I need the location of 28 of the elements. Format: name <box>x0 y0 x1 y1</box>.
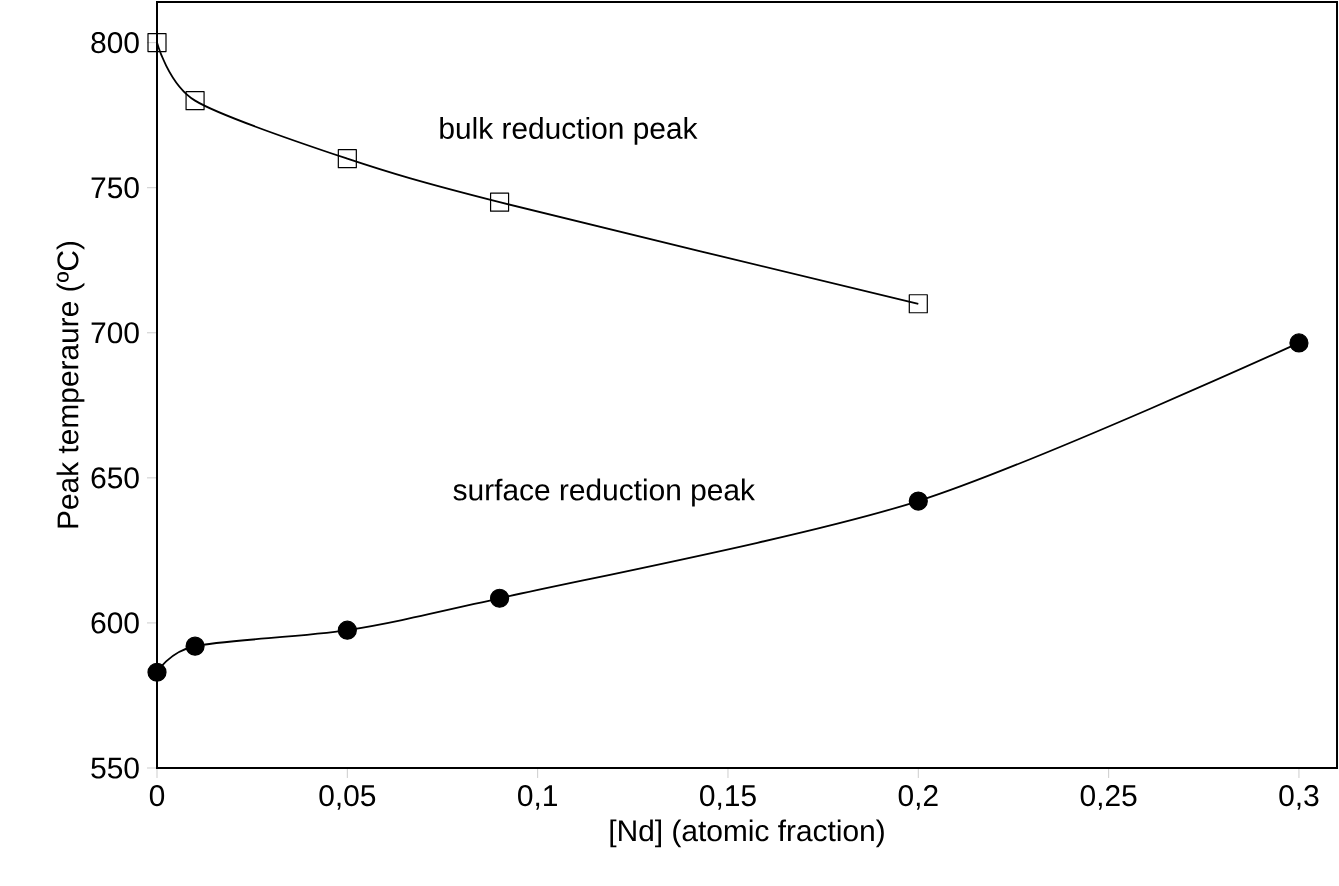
x-tick-label: 0,1 <box>518 785 557 810</box>
point <box>147 33 167 53</box>
series-label: bulk reduction peak <box>440 117 698 145</box>
point <box>337 620 357 640</box>
point <box>337 149 357 169</box>
y-tick-label: 600 <box>91 612 139 634</box>
series-label: surface reduction peak <box>453 478 755 507</box>
point <box>908 294 928 314</box>
x-tick-label: 0,05 <box>319 785 376 810</box>
x-tick-label: 0,25 <box>1080 785 1137 810</box>
y-tick-label: 700 <box>91 322 139 344</box>
point <box>185 636 205 656</box>
x-tick-label: 0,2 <box>898 785 938 810</box>
point <box>1289 333 1309 353</box>
point <box>489 192 510 212</box>
x-tick-label: 0 <box>149 785 165 807</box>
y-tick-label: 800 <box>91 32 139 54</box>
y-tick-label: 650 <box>91 467 139 489</box>
x-axis-title: [Nd] (atomic fraction) <box>610 819 884 848</box>
y-tick-label: 750 <box>91 177 139 199</box>
y-axis-title: Peak temperaure (ºC) <box>56 241 85 528</box>
point <box>185 91 205 111</box>
point <box>489 588 510 608</box>
point <box>147 662 167 682</box>
x-tick-label: 0,3 <box>1279 785 1319 810</box>
y-tick-label: 550 <box>91 757 139 779</box>
x-tick-label: 0,15 <box>700 785 756 810</box>
point <box>908 491 928 511</box>
